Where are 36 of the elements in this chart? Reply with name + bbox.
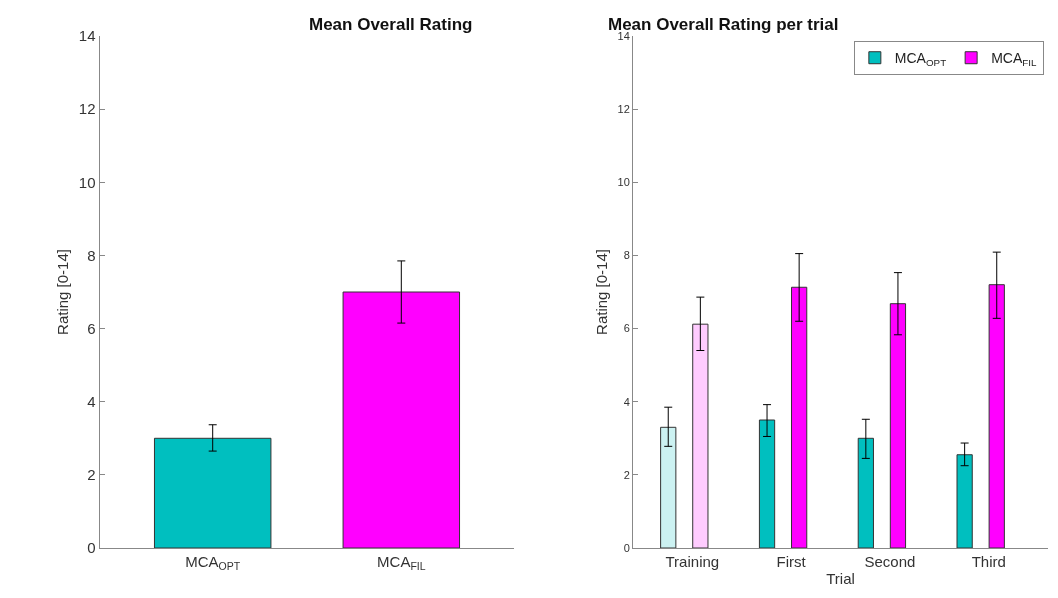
y-tick-label: 12	[617, 102, 630, 115]
chart-title: Mean Overall Rating	[309, 15, 473, 34]
y-tick-label: 8	[623, 249, 630, 262]
x-tick-label: Training	[665, 553, 720, 570]
y-tick-label: 4	[623, 395, 630, 408]
bar	[988, 284, 1005, 548]
x-tick-label: Third	[971, 553, 1006, 570]
y-tick-label: 2	[87, 466, 96, 484]
bar	[956, 454, 973, 548]
x-tick-label: MCA$_{FIL}$	[377, 553, 426, 573]
x-tick-label: MCA$_{OPT}$	[185, 553, 241, 573]
y-axis-title: Rating [0-14]	[592, 249, 610, 335]
y-tick-label: 6	[623, 322, 630, 335]
x-tick-label: Second	[864, 553, 916, 570]
y-tick-label: 6	[87, 319, 96, 337]
legend-label: MCA$_{OPT}$	[894, 50, 947, 69]
y-tick-label: 12	[78, 100, 96, 118]
y-tick-label: 0	[87, 539, 96, 557]
x-tick-label: First	[776, 553, 807, 570]
legend-label: MCA$_{FIL}$	[991, 50, 1037, 69]
y-tick-label: 10	[78, 173, 96, 191]
y-tick-label: 4	[87, 392, 96, 410]
bar	[889, 303, 907, 548]
y-tick-label: 10	[617, 176, 630, 189]
y-tick-label: 0	[623, 541, 630, 554]
bar	[857, 437, 874, 548]
bar	[791, 286, 808, 548]
y-tick-label: 14	[78, 27, 96, 45]
y-tick-label: 2	[623, 468, 630, 481]
y-tick-label: 14	[617, 29, 630, 42]
bar	[660, 426, 677, 548]
y-axis-title: Rating [0-14]	[54, 249, 72, 335]
x-axis-title: Trial	[826, 570, 855, 587]
bar	[692, 323, 709, 548]
y-tick-label: 8	[87, 246, 96, 264]
bar	[758, 419, 776, 548]
